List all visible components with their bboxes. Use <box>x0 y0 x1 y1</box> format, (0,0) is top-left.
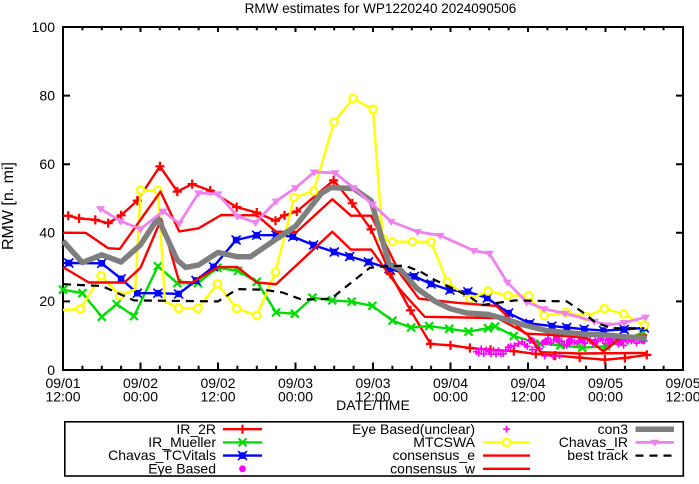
svg-text:con3: con3 <box>598 421 629 437</box>
svg-text:80: 80 <box>39 87 55 103</box>
svg-text:MTCSWA: MTCSWA <box>413 434 475 450</box>
svg-text:09/04: 09/04 <box>433 375 468 391</box>
svg-text:RMW [n. mi]: RMW [n. mi] <box>0 162 17 250</box>
svg-text:IR_2R: IR_2R <box>176 421 216 437</box>
svg-text:12:00: 12:00 <box>665 389 699 405</box>
svg-text:RMW estimates for WP1220240 20: RMW estimates for WP1220240 2024090506 <box>245 1 517 16</box>
svg-text:09/04: 09/04 <box>510 375 545 391</box>
svg-text:12:00: 12:00 <box>510 389 545 405</box>
svg-text:09/02: 09/02 <box>123 375 158 391</box>
svg-text:consensus_e: consensus_e <box>392 447 475 463</box>
svg-text:consensus_w: consensus_w <box>390 460 476 476</box>
svg-text:09/03: 09/03 <box>278 375 313 391</box>
svg-text:40: 40 <box>39 225 55 241</box>
svg-text:09/05: 09/05 <box>588 375 623 391</box>
svg-text:12:00: 12:00 <box>200 389 235 405</box>
svg-text:Chavas_IR: Chavas_IR <box>559 434 628 450</box>
svg-text:00:00: 00:00 <box>588 389 623 405</box>
svg-text:09/03: 09/03 <box>355 375 390 391</box>
svg-text:Eye Based: Eye Based <box>148 460 216 476</box>
svg-text:09/05: 09/05 <box>665 375 699 391</box>
svg-text:12:00: 12:00 <box>355 389 390 405</box>
svg-text:12:00: 12:00 <box>45 389 80 405</box>
svg-text:00:00: 00:00 <box>123 389 158 405</box>
svg-text:20: 20 <box>39 293 55 309</box>
svg-text:09/01: 09/01 <box>45 375 80 391</box>
svg-text:0: 0 <box>47 362 55 378</box>
svg-text:00:00: 00:00 <box>433 389 468 405</box>
svg-text:00:00: 00:00 <box>278 389 313 405</box>
svg-text:Eye Based(unclear): Eye Based(unclear) <box>352 421 475 437</box>
svg-text:60: 60 <box>39 156 55 172</box>
svg-text:best track: best track <box>567 447 629 463</box>
svg-text:DATE/TIME: DATE/TIME <box>336 397 410 413</box>
svg-text:IR_Mueller: IR_Mueller <box>148 434 216 450</box>
svg-text:100: 100 <box>32 19 56 35</box>
svg-text:09/02: 09/02 <box>200 375 235 391</box>
svg-text:Chavas_TCVitals: Chavas_TCVitals <box>108 447 216 463</box>
